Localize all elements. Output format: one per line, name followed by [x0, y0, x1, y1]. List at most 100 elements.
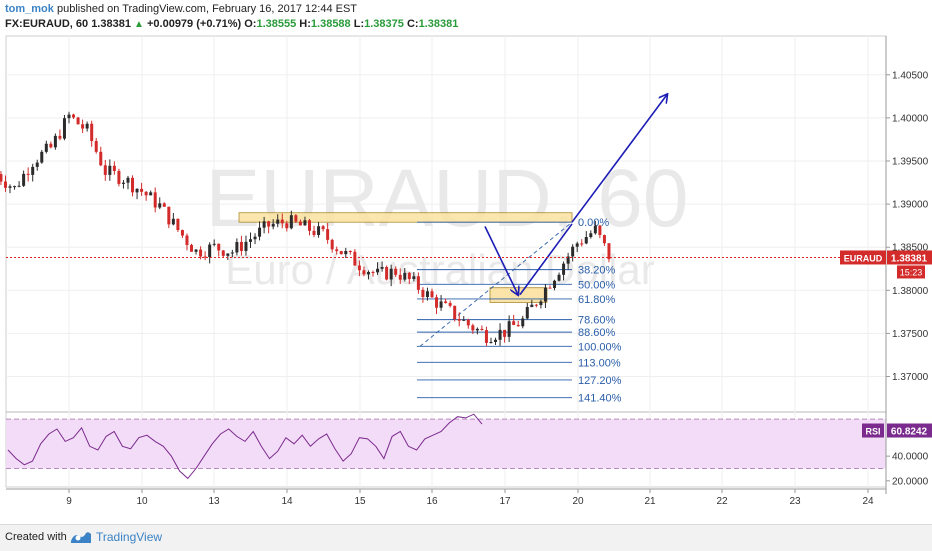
time-tick-label: 9	[66, 496, 72, 507]
high-value: 1.38588	[310, 18, 351, 30]
candle-body	[226, 253, 230, 256]
resistance-zone[interactable]	[238, 212, 573, 223]
candle-body	[221, 250, 225, 256]
author-link[interactable]: tom_mok	[5, 3, 54, 15]
candle-body	[562, 263, 566, 275]
candle-body	[512, 321, 516, 325]
chart-header: tom_mok published on TradingView.com, Fe…	[0, 0, 932, 34]
candle-body	[131, 177, 135, 193]
candle-body	[212, 243, 216, 245]
price-chart[interactable]: EURAUD, 60 Euro / Australian Dollar 0.00…	[0, 34, 932, 524]
candle-body	[176, 218, 180, 231]
candle-body	[584, 237, 588, 244]
tradingview-link[interactable]: TradingView	[96, 530, 163, 544]
candle-body	[162, 203, 166, 207]
candle-body	[0, 174, 3, 182]
price-tick-label: 1.38500	[892, 243, 929, 254]
candle-body	[140, 188, 144, 192]
candle-body	[144, 191, 148, 196]
candle-body	[403, 272, 407, 280]
fib-level-label: 88.60%	[578, 327, 616, 339]
candle-body	[294, 215, 298, 222]
low-label: L:	[353, 18, 365, 30]
candle-body	[366, 272, 370, 275]
candle-body	[557, 274, 561, 281]
fibonacci-retracement[interactable]: 0.00% 38.20% 50.00% 61.80% 78.60%88.60% 100.0…	[417, 217, 622, 405]
low-value: 1.38375	[364, 18, 404, 30]
candle-body	[462, 319, 466, 321]
candle-body	[484, 330, 488, 343]
target-zone[interactable]	[489, 287, 548, 303]
candle-body	[534, 304, 538, 306]
candle-body	[17, 185, 21, 187]
fib-level-label: 127.20%	[578, 375, 622, 387]
candle-body	[103, 165, 107, 175]
candle-body	[26, 173, 30, 175]
candle-body	[185, 235, 189, 245]
candle-body	[439, 301, 443, 308]
fib-trend-line[interactable]	[419, 221, 573, 347]
candle-body	[575, 243, 579, 247]
candle-body	[203, 256, 207, 258]
candle-body	[208, 244, 212, 257]
candle-body	[321, 226, 325, 230]
candle-body	[307, 220, 311, 231]
fib-level-label: 0.00%	[578, 217, 609, 229]
candle-body	[94, 141, 98, 152]
candle-body	[430, 291, 434, 298]
candle-body	[480, 328, 484, 331]
candle-body	[593, 225, 597, 234]
candle-body	[253, 236, 257, 240]
candle-body	[598, 225, 602, 236]
candle-body	[262, 221, 266, 228]
time-tick-label: 22	[716, 496, 728, 507]
symbol-badge-label: EURAUD	[844, 253, 883, 263]
down-projection-arrow[interactable]	[484, 226, 518, 295]
candle-body	[398, 274, 402, 280]
watermark-symbol: EURAUD, 60	[205, 153, 688, 244]
rsi-line	[7, 413, 483, 480]
candle-body	[503, 329, 507, 337]
candle-body	[158, 203, 162, 208]
candle-body	[190, 244, 194, 252]
candle-body	[407, 272, 411, 280]
candle-body	[530, 304, 534, 308]
rsi-name-label: RSI	[865, 427, 880, 437]
price-tick-label: 1.37500	[892, 329, 929, 340]
projection-arrows[interactable]	[484, 95, 667, 296]
candle-body	[453, 305, 457, 320]
candle-body	[44, 143, 48, 152]
candle-body	[135, 188, 139, 193]
symbol-watermark: EURAUD, 60 Euro / Australian Dollar	[205, 153, 688, 293]
candle-body	[289, 215, 293, 229]
candle-body	[22, 173, 26, 186]
candle-body	[31, 166, 35, 175]
candle-body	[589, 233, 593, 238]
candle-body	[271, 223, 275, 227]
price-tick-label: 1.37000	[892, 372, 929, 383]
price-tick-label: 1.38000	[892, 286, 929, 297]
candle-body	[90, 123, 94, 142]
publish-line: tom_mok published on TradingView.com, Fe…	[5, 2, 357, 17]
candle-body	[8, 186, 12, 188]
high-label: H:	[299, 18, 311, 30]
up-projection-arrow[interactable]	[571, 95, 667, 223]
price-tick-label: 1.40000	[892, 113, 929, 124]
open-value: 1.38555	[256, 18, 297, 30]
candle-body	[249, 239, 252, 242]
candle-body	[303, 220, 307, 226]
candle-body	[239, 241, 243, 251]
price-badge-label: 1.38381	[891, 253, 928, 264]
time-tick-label: 15	[354, 496, 366, 507]
fib-level-label: 141.40%	[578, 393, 622, 405]
fib-level-label: 78.60%	[578, 315, 616, 327]
candle-body	[312, 230, 316, 235]
candle-body	[217, 243, 221, 251]
candle-body	[76, 117, 80, 125]
price-change: +0.00979 (+0.71%)	[146, 18, 242, 30]
rebound-projection-line[interactable]	[519, 223, 573, 296]
candle-body	[276, 219, 280, 224]
candle-body	[539, 301, 543, 306]
time-tick-label: 21	[644, 496, 656, 507]
candle-body	[444, 301, 448, 303]
